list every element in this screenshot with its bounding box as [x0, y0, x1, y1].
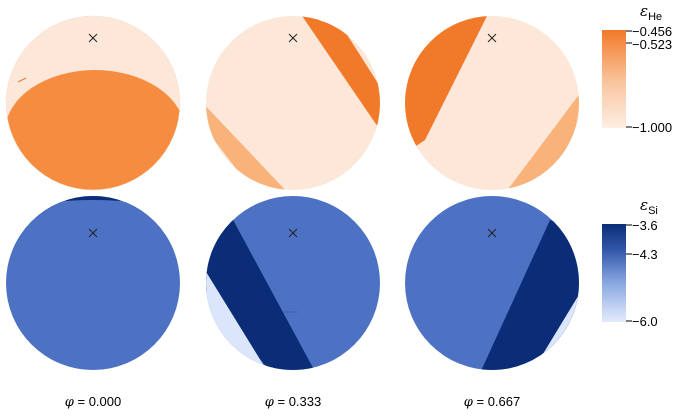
phase-label: φ = 0.333 [218, 394, 368, 410]
colorbar-si-tick-label: −3.6 [632, 218, 658, 233]
phase-value: 0.000 [88, 394, 122, 409]
colorbar-si-subscript: Si [648, 205, 658, 217]
colorbar-he-symbol: ε [640, 2, 649, 20]
colorbar-he-ticks [626, 30, 632, 128]
he-map-band-strong [298, 16, 380, 130]
he-map-outline-phase-0 [5, 15, 181, 191]
si-map-phase-0 [6, 196, 180, 370]
si-map-band-dark [470, 220, 579, 370]
phase-equals: = [476, 394, 485, 409]
colorbar-he-subscript: He [648, 11, 663, 23]
he-map-band-mid [500, 80, 579, 190]
colorbar-si-ticks [626, 224, 632, 322]
colorbar-he-tick-label: −1.000 [632, 120, 673, 135]
colorbar-si [602, 224, 626, 322]
si-map-phase-333 [206, 196, 380, 370]
he-map-phase-667 [405, 16, 579, 190]
colorbar-he-title: εHe [640, 2, 662, 23]
colorbar-si-title: εSi [640, 196, 658, 217]
cross-marker-icon [88, 33, 497, 238]
phase-label: φ = 0.000 [18, 394, 168, 410]
colorbar-he-tick-label: −0.456 [632, 24, 673, 39]
phase-equals: = [77, 394, 86, 409]
he-map-band-mid [206, 100, 290, 190]
si-map-band-dark [206, 205, 325, 370]
phase-symbol: φ [64, 395, 74, 410]
phase-equals: = [277, 394, 286, 409]
colorbar-si-symbol: ε [640, 196, 649, 214]
phase-value: 0.667 [487, 394, 521, 409]
phase-symbol: φ [463, 395, 473, 410]
colorbar-si-tick-label: −4.3 [632, 247, 658, 262]
he-map-phase-333 [206, 16, 380, 190]
colorbar-he-tick-label: −0.523 [632, 37, 673, 52]
phase-label: φ = 0.667 [417, 394, 567, 410]
phase-symbol: φ [264, 395, 274, 410]
he-map-band [6, 70, 180, 190]
he-map-phase-0 [6, 16, 180, 190]
colorbar-si-tick-label: −6.0 [632, 314, 658, 329]
he-map-tick [17, 77, 27, 83]
phase-value: 0.333 [288, 394, 322, 409]
colorbar-he [602, 30, 626, 128]
si-map-phase-667 [405, 196, 579, 370]
